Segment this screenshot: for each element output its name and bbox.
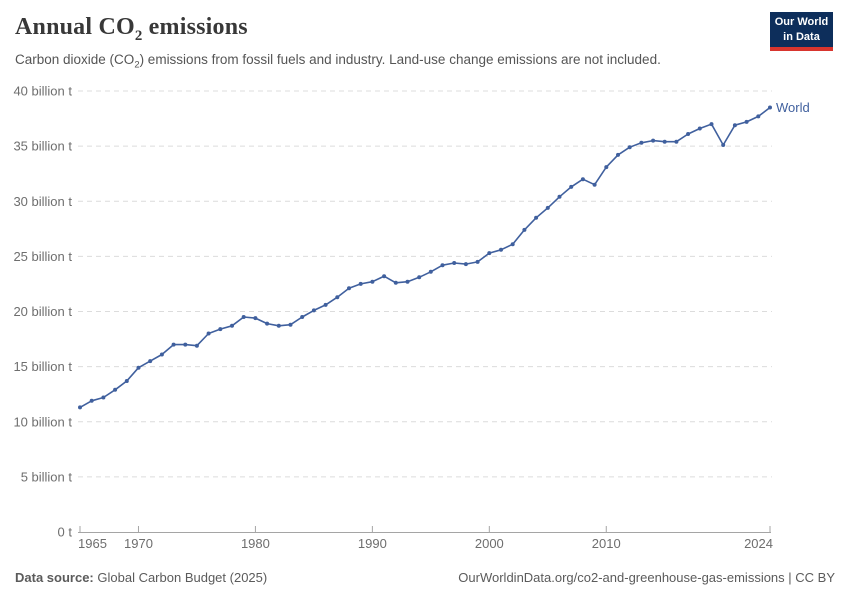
subtitle-text-suffix: ) emissions from fossil fuels and indust… (139, 52, 661, 67)
y-axis-tick-label: 20 billion t (13, 304, 72, 319)
series-world[interactable]: World (78, 100, 810, 410)
data-point-marker[interactable] (288, 322, 293, 327)
attribution-link[interactable]: OurWorldinData.org/co2-and-greenhouse-ga… (458, 570, 835, 585)
data-point-marker[interactable] (592, 182, 597, 187)
y-axis-tick-label: 35 billion t (13, 139, 72, 154)
data-point-marker[interactable] (487, 251, 492, 256)
data-point-marker[interactable] (148, 359, 153, 364)
data-point-marker[interactable] (253, 316, 258, 321)
data-point-marker[interactable] (370, 279, 375, 284)
data-source-label: Data source: (15, 570, 94, 585)
data-point-marker[interactable] (721, 143, 726, 147)
x-axis-tick-label: 1970 (124, 536, 153, 551)
y-axis-tick-label: 0 t (58, 525, 73, 540)
data-point-marker[interactable] (335, 295, 340, 300)
data-point-marker[interactable] (569, 184, 574, 189)
data-point-marker[interactable] (557, 194, 562, 199)
data-point-marker[interactable] (616, 152, 620, 157)
data-point-marker[interactable] (393, 280, 398, 285)
y-axis-tick-label: 25 billion t (13, 249, 72, 264)
y-gridlines: 0 t 5 billion t 10 billion t 15 billion t 20… (13, 84, 772, 540)
data-point-marker[interactable] (89, 398, 94, 403)
y-axis-tick-label: 30 billion t (13, 194, 72, 209)
data-point-marker[interactable] (428, 269, 433, 274)
y-axis-tick-label: 40 billion t (13, 84, 72, 99)
y-axis-tick-label: 5 billion t (21, 469, 73, 484)
data-point-marker[interactable] (686, 132, 691, 136)
data-point-marker[interactable] (101, 395, 106, 400)
data-point-marker[interactable] (452, 261, 457, 265)
data-point-marker[interactable] (218, 327, 223, 332)
x-axis-tick-label: 2000 (475, 536, 504, 551)
data-point-marker[interactable] (241, 315, 246, 319)
data-point-marker[interactable] (697, 126, 702, 131)
title-text-suffix: emissions (142, 14, 248, 40)
data-point-marker[interactable] (580, 177, 585, 182)
data-point-marker[interactable] (358, 281, 363, 286)
y-axis-tick-label: 15 billion t (13, 359, 72, 374)
data-point-marker[interactable] (417, 275, 422, 280)
data-point-marker[interactable] (194, 343, 199, 348)
data-point-marker[interactable] (405, 279, 410, 284)
x-axis-tick-label: 2024 (744, 536, 773, 551)
data-point-marker[interactable] (744, 119, 749, 124)
data-point-marker[interactable] (136, 365, 141, 370)
data-point-marker[interactable] (311, 308, 316, 313)
data-point-marker[interactable] (627, 145, 632, 150)
data-point-marker[interactable] (709, 122, 714, 127)
data-point-marker[interactable] (604, 165, 609, 170)
data-point-marker[interactable] (475, 259, 480, 264)
data-point-marker[interactable] (768, 105, 772, 110)
data-point-marker[interactable] (347, 286, 351, 291)
data-point-marker[interactable] (300, 315, 305, 319)
owid-logo-line2: in Data (783, 30, 820, 43)
data-point-marker[interactable] (440, 263, 445, 268)
chart-subtitle: Carbon dioxide (CO2) emissions from foss… (15, 52, 661, 70)
x-axis-tick-label: 2010 (592, 536, 621, 551)
data-point-marker[interactable] (265, 321, 270, 326)
data-point-marker[interactable] (113, 387, 118, 392)
data-point-marker[interactable] (463, 262, 468, 267)
owid-logo-line1: Our World (774, 16, 829, 29)
data-point-marker[interactable] (78, 405, 82, 410)
title-text: Annual CO (15, 14, 135, 40)
data-point-marker[interactable] (534, 215, 539, 220)
y-axis-tick-label: 10 billion t (13, 414, 72, 429)
data-source-note: Data source: Global Carbon Budget (2025) (15, 570, 267, 585)
data-point-marker[interactable] (382, 274, 387, 279)
subtitle-subscript: 2 (134, 59, 140, 71)
data-point-marker[interactable] (651, 138, 656, 143)
data-point-marker[interactable] (732, 123, 737, 128)
data-point-marker[interactable] (230, 323, 234, 328)
data-point-marker[interactable] (276, 323, 281, 328)
subtitle-text: Carbon dioxide (CO (15, 52, 135, 67)
x-axis: 1965 1970 1980 1990 2000 2010 2024 (78, 526, 773, 551)
data-point-marker[interactable] (124, 379, 129, 383)
data-point-marker[interactable] (323, 302, 328, 307)
data-point-marker[interactable] (510, 242, 515, 247)
x-axis-tick-label: 1965 (78, 536, 107, 551)
data-point-marker[interactable] (206, 331, 211, 336)
title-subscript: 2 (134, 27, 143, 44)
data-point-marker[interactable] (171, 342, 176, 347)
data-point-marker[interactable] (545, 205, 550, 210)
owid-logo[interactable]: Our World in Data (770, 12, 833, 51)
data-point-marker[interactable] (183, 342, 188, 347)
data-point-marker[interactable] (499, 247, 503, 252)
data-point-marker[interactable] (159, 352, 164, 357)
series-line[interactable] (79, 106, 771, 409)
data-point-marker[interactable] (756, 114, 761, 119)
data-source-value: Global Carbon Budget (2025) (97, 570, 268, 585)
x-axis-tick-label: 1990 (358, 536, 387, 551)
data-point-marker[interactable] (662, 139, 667, 144)
data-point-marker[interactable] (522, 227, 527, 232)
data-point-marker[interactable] (674, 139, 679, 144)
page-title: Annual CO2 emissions (15, 14, 248, 44)
x-axis-tick-label: 1980 (241, 536, 270, 551)
data-point-marker[interactable] (639, 140, 644, 145)
series-end-label[interactable]: World (776, 100, 810, 115)
